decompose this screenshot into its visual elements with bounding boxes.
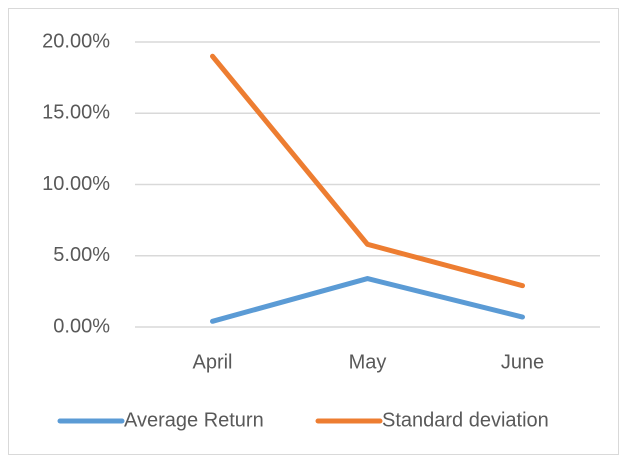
legend-label: Average Return	[124, 409, 264, 431]
y-tick-label: 20.00%	[42, 30, 110, 52]
y-tick-label: 0.00%	[53, 315, 110, 337]
legend-label: Standard deviation	[382, 409, 549, 431]
x-tick-label: April	[192, 351, 232, 373]
chart-frame	[8, 8, 619, 455]
y-tick-label: 10.00%	[42, 173, 110, 195]
series-line	[210, 276, 525, 324]
series-line	[210, 53, 525, 289]
x-tick-label: May	[349, 351, 387, 373]
x-tick-label: June	[501, 351, 544, 373]
y-tick-label: 5.00%	[53, 244, 110, 266]
y-tick-label: 15.00%	[42, 102, 110, 124]
